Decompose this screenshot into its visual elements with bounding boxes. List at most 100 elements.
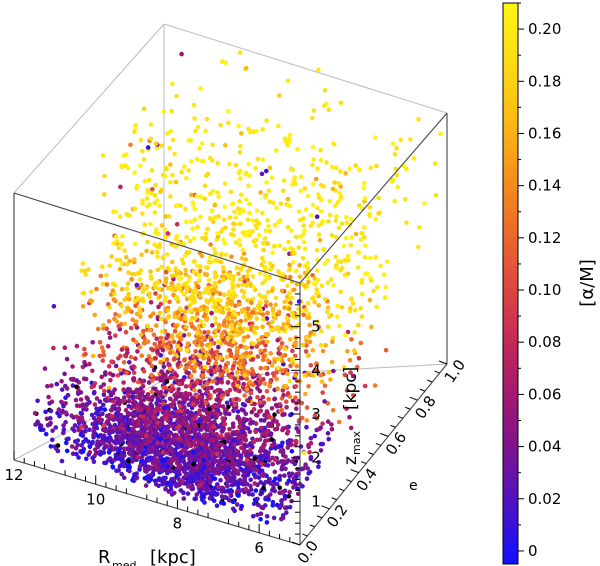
data-point bbox=[291, 357, 296, 363]
data-point bbox=[191, 202, 196, 207]
data-point bbox=[127, 468, 132, 474]
data-point bbox=[227, 161, 232, 167]
data-point bbox=[102, 192, 107, 197]
data-point bbox=[287, 438, 292, 443]
data-point bbox=[213, 320, 219, 326]
data-point bbox=[348, 425, 354, 431]
data-point bbox=[141, 414, 146, 419]
data-point bbox=[231, 283, 236, 289]
data-point bbox=[164, 357, 170, 362]
data-point bbox=[273, 295, 279, 301]
data-point bbox=[287, 504, 293, 510]
data-point bbox=[59, 458, 65, 464]
data-point bbox=[108, 292, 114, 297]
data-point bbox=[416, 117, 421, 122]
data-point bbox=[184, 396, 190, 402]
data-point bbox=[222, 204, 228, 210]
data-point bbox=[163, 385, 168, 391]
data-point bbox=[95, 450, 100, 456]
data-point bbox=[152, 242, 157, 247]
data-point bbox=[245, 326, 250, 332]
data-point bbox=[265, 290, 271, 295]
data-point bbox=[137, 430, 143, 435]
data-point bbox=[176, 387, 181, 392]
data-point bbox=[345, 329, 351, 335]
data-point bbox=[161, 343, 167, 348]
data-point bbox=[330, 339, 335, 345]
data-point bbox=[222, 292, 227, 298]
data-point bbox=[310, 202, 316, 208]
data-point bbox=[219, 455, 224, 460]
data-point bbox=[201, 314, 207, 319]
data-point bbox=[178, 409, 184, 414]
data-point bbox=[293, 395, 298, 401]
data-point bbox=[186, 426, 192, 431]
data-point bbox=[272, 222, 278, 228]
data-point bbox=[283, 367, 289, 373]
data-point bbox=[184, 324, 189, 330]
data-point bbox=[152, 409, 158, 415]
data-point bbox=[259, 171, 265, 177]
data-point bbox=[252, 456, 257, 462]
data-point bbox=[101, 402, 106, 408]
data-point bbox=[62, 345, 68, 351]
data-point bbox=[252, 326, 257, 332]
data-point bbox=[276, 309, 282, 315]
data-point bbox=[163, 372, 168, 378]
data-point bbox=[259, 335, 265, 340]
data-point bbox=[170, 410, 175, 416]
data-point bbox=[79, 424, 84, 430]
data-point bbox=[378, 263, 383, 269]
data-point bbox=[209, 310, 214, 316]
colorbar-tick-label: 0 bbox=[528, 542, 538, 560]
data-point bbox=[242, 470, 248, 475]
data-point bbox=[165, 252, 170, 257]
data-point bbox=[261, 400, 267, 406]
data-point bbox=[56, 407, 62, 412]
data-point bbox=[228, 491, 233, 497]
data-point bbox=[204, 445, 209, 451]
data-point bbox=[254, 344, 259, 349]
data-point bbox=[228, 231, 234, 237]
data-point bbox=[102, 446, 107, 451]
data-point bbox=[227, 331, 232, 336]
data-point bbox=[205, 485, 210, 491]
data-point bbox=[266, 450, 272, 456]
data-point bbox=[95, 326, 101, 332]
data-point bbox=[187, 437, 192, 443]
data-point bbox=[204, 317, 209, 323]
data-point bbox=[140, 383, 146, 389]
data-point bbox=[279, 502, 284, 507]
data-point bbox=[192, 259, 197, 264]
colorbar-ticks: 00.020.040.060.080.100.120.140.160.180.2… bbox=[518, 2, 561, 560]
data-point bbox=[343, 258, 349, 263]
data-point bbox=[139, 282, 144, 288]
data-point bbox=[186, 441, 192, 447]
data-point bbox=[323, 343, 329, 348]
data-point bbox=[148, 300, 154, 305]
y-axis-minor-tick bbox=[390, 424, 396, 428]
data-point bbox=[131, 426, 136, 432]
data-point bbox=[352, 348, 357, 354]
data-point bbox=[168, 446, 174, 452]
data-point bbox=[337, 190, 342, 196]
data-point bbox=[187, 274, 192, 280]
data-point bbox=[255, 220, 261, 226]
data-point bbox=[268, 267, 273, 272]
data-point bbox=[308, 330, 314, 336]
data-point bbox=[336, 259, 341, 264]
data-point bbox=[117, 464, 123, 469]
data-point bbox=[142, 438, 148, 443]
data-point bbox=[168, 128, 173, 134]
data-point bbox=[239, 354, 244, 360]
data-point bbox=[330, 335, 336, 341]
data-point bbox=[322, 88, 328, 93]
data-point bbox=[153, 429, 158, 434]
data-point bbox=[215, 190, 220, 195]
data-point bbox=[118, 353, 123, 359]
data-point bbox=[48, 420, 53, 426]
data-point bbox=[226, 292, 232, 297]
data-point bbox=[142, 222, 148, 228]
data-point bbox=[149, 449, 155, 455]
data-point bbox=[350, 301, 356, 306]
